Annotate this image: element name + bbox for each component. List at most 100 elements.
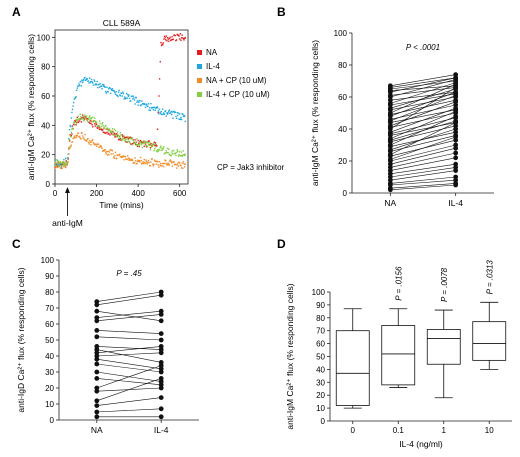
panel-a-point xyxy=(183,114,185,117)
panel-a-point xyxy=(103,84,105,86)
panel-a-point xyxy=(132,139,134,142)
panel-c-point-il4 xyxy=(158,406,164,412)
panel-a-point xyxy=(169,112,172,114)
panel-a-point xyxy=(144,162,147,165)
panel-a-point xyxy=(124,155,126,158)
panel-a-point xyxy=(128,159,130,161)
panel-a-point xyxy=(120,134,122,136)
panel-a-point xyxy=(90,141,93,143)
panel-a-point xyxy=(69,124,71,127)
panel-c-point-na xyxy=(94,376,100,381)
panel-c-pair-line xyxy=(96,314,162,322)
panel-b-pair-line xyxy=(390,136,456,160)
panel-a-point xyxy=(92,126,94,128)
panel-a-point xyxy=(160,113,162,115)
panel-a-point xyxy=(161,147,163,149)
panel-b-pair-line xyxy=(390,179,456,186)
panel-a-point xyxy=(63,166,65,168)
panel-a-point xyxy=(91,120,93,123)
panel-b-ytick-label: 20 xyxy=(338,157,347,166)
panel-a-point xyxy=(91,81,93,83)
panel-a-point xyxy=(176,164,178,166)
panel-b-pair-line xyxy=(390,170,456,181)
panel-a-point xyxy=(107,150,109,153)
panel-a-point xyxy=(130,100,132,102)
panel-a-point xyxy=(182,150,185,152)
panel-c-point-na xyxy=(94,414,100,420)
panel-a-point xyxy=(183,115,186,117)
panel-a-point xyxy=(175,167,178,169)
panel-a-point xyxy=(85,79,87,81)
panel-b-pair-line xyxy=(390,111,456,139)
panel-a-point xyxy=(66,161,69,164)
panel-a-point xyxy=(139,100,141,102)
panel-c-point-na xyxy=(94,328,100,333)
panel-a-point xyxy=(163,38,165,40)
panel-a-point xyxy=(178,162,181,164)
panel-a-point xyxy=(156,107,159,109)
panel-a-point xyxy=(108,88,110,90)
panel-a-point xyxy=(81,135,84,137)
panel-c-pair-line xyxy=(96,310,162,322)
panel-a-point xyxy=(182,161,185,163)
panel-a-point xyxy=(92,139,94,141)
panel-a-point xyxy=(119,94,121,96)
panel-a-point xyxy=(180,118,183,121)
panel-a-point xyxy=(77,132,80,134)
panel-a-point xyxy=(118,139,120,141)
panel-a-point xyxy=(117,135,120,137)
panel-a-point xyxy=(122,137,125,140)
panel-a-point xyxy=(79,113,81,115)
panel-b-point-il4 xyxy=(453,134,459,140)
panel-b-pair-line xyxy=(390,144,456,162)
panel-b-ytick-label: 100 xyxy=(334,29,348,38)
panel-a-point xyxy=(116,157,118,159)
panel-a-point xyxy=(180,37,183,39)
panel-a-point xyxy=(166,36,169,39)
panel-a-point xyxy=(98,128,101,131)
panel-a-point xyxy=(134,139,136,141)
panel-a-point xyxy=(83,119,86,121)
panel-a-point xyxy=(70,135,73,137)
panel-letter-d: D xyxy=(277,237,286,251)
panel-d-box xyxy=(426,329,461,365)
panel-a-xtick-label: 200 xyxy=(90,189,104,198)
panel-a-ytick-label: 60 xyxy=(41,92,50,101)
panel-a-point xyxy=(109,134,111,136)
panel-a-point xyxy=(184,120,186,123)
panel-d-ytick-label: 70 xyxy=(316,327,325,336)
panel-b-pair-line xyxy=(390,183,456,189)
panel-a-point xyxy=(95,121,98,124)
panel-a-point xyxy=(144,103,146,105)
panel-a-point xyxy=(159,61,161,63)
panel-a-point xyxy=(97,86,99,89)
panel-a-arrow-label: anti-IgM xyxy=(52,218,83,228)
panel-a-point xyxy=(60,162,63,164)
panel-a-point xyxy=(93,79,95,81)
panel-a-point xyxy=(172,150,175,152)
panel-c-ytick-label: 100 xyxy=(41,256,55,265)
panel-a-title: CLL 589A xyxy=(103,18,141,28)
panel-b-pair-line xyxy=(390,167,456,178)
panel-a-point xyxy=(100,125,103,128)
panel-a-point xyxy=(167,38,169,40)
panel-a-point xyxy=(166,40,168,42)
panel-a-point xyxy=(80,80,82,83)
panel-a-point xyxy=(90,118,92,120)
panel-a-point xyxy=(82,79,84,82)
panel-a-point xyxy=(152,143,155,146)
panel-a-point xyxy=(71,108,74,111)
panel-a-point xyxy=(64,166,67,169)
panel-a-point xyxy=(89,115,91,117)
panel-b-pair-line xyxy=(390,147,456,165)
panel-a-point xyxy=(127,136,130,138)
panel-a-point xyxy=(60,166,63,168)
panel-a-point xyxy=(136,160,139,163)
panel-b-point-il4 xyxy=(453,99,459,105)
panel-a-point xyxy=(155,150,158,152)
panel-a-point xyxy=(169,160,171,162)
panel-a-point xyxy=(158,149,161,151)
panel-b-point-il4 xyxy=(453,109,459,114)
panel-a-point xyxy=(156,145,158,147)
